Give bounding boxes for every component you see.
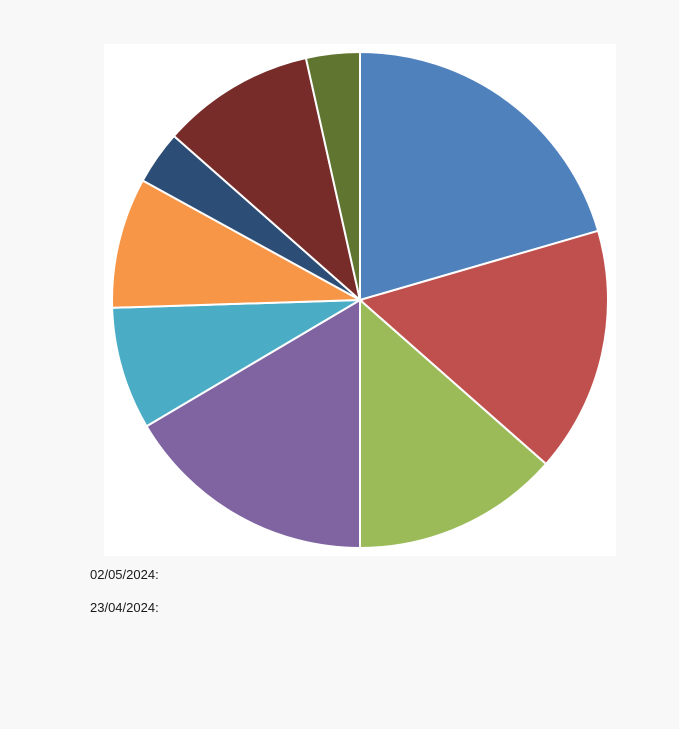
pie-slice-8 <box>172 56 362 303</box>
note-item <box>90 696 330 716</box>
note-date: 02/05/2024: <box>90 566 159 582</box>
note-item: 23/04/2024: <box>90 597 330 617</box>
pie-slice-9 <box>304 50 361 301</box>
note-item: 02/05/2024: <box>90 564 330 584</box>
chart-panel <box>104 44 616 556</box>
note-item <box>90 630 330 650</box>
pie-slice-5 <box>111 299 361 428</box>
pie-slice-6 <box>111 179 364 309</box>
note-item <box>90 663 330 683</box>
pie-slice-2 <box>357 229 609 466</box>
note-date: 23/04/2024: <box>90 599 159 615</box>
pie-chart <box>111 50 609 550</box>
pie-slice-3 <box>359 297 548 550</box>
pie-slice-4 <box>145 298 361 550</box>
notes-list: 02/05/2024: 23/04/2024: <box>90 564 330 729</box>
pie-slice-1 <box>359 50 600 302</box>
